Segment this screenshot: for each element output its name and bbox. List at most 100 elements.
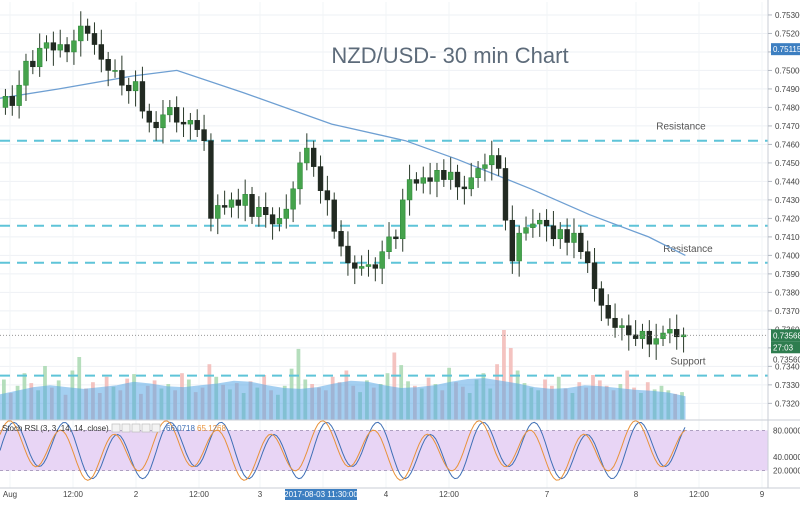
- candle-body: [235, 199, 242, 206]
- candle-body: [667, 329, 673, 334]
- candle-body: [338, 231, 344, 247]
- candle-body: [680, 334, 687, 338]
- indicator-control-icon[interactable]: [111, 423, 121, 433]
- x-tick-label: 9: [760, 490, 765, 499]
- rsi-tick-label: 40.0000: [773, 453, 800, 462]
- candle-body: [30, 60, 36, 68]
- x-tick-label: 7: [545, 490, 550, 499]
- x-tick-label: 12:00: [189, 490, 210, 499]
- price-tag-timer: 27:03: [773, 343, 794, 352]
- candle-body: [43, 42, 50, 49]
- candle-body: [571, 232, 577, 243]
- candle-body: [228, 199, 235, 208]
- candle-body: [441, 170, 447, 180]
- level-label: Support: [670, 357, 705, 368]
- candle-body: [447, 171, 454, 180]
- candle-body: [543, 219, 550, 227]
- indicator-control-icon[interactable]: [141, 423, 151, 433]
- volume-bar: [502, 330, 506, 420]
- candle-body: [98, 44, 105, 60]
- candle-body: [9, 96, 15, 106]
- candle-body: [180, 121, 187, 125]
- x-cursor-label: 2017-08-03 11:30:00: [284, 490, 358, 499]
- rsi-band: [0, 430, 768, 471]
- x-tick-label: Aug: [3, 490, 17, 499]
- candle-body: [269, 214, 276, 225]
- candle-body: [23, 60, 29, 86]
- candle-body: [530, 223, 536, 228]
- candle-body: [71, 40, 77, 53]
- candle-body: [516, 232, 522, 262]
- candle-body: [406, 179, 413, 201]
- candle-body: [146, 110, 152, 123]
- candle-body: [91, 33, 98, 45]
- candle-body: [523, 227, 529, 234]
- candle-body: [400, 199, 406, 240]
- stoch-d-line: [0, 420, 686, 481]
- volume-bar: [296, 348, 301, 420]
- rsi-tick-label: 80.0000: [773, 426, 800, 435]
- x-tick-label: 4: [384, 490, 389, 499]
- rsi-tick-label: 20.0000: [773, 467, 800, 476]
- candle-body: [126, 84, 132, 92]
- candle-body: [605, 305, 611, 319]
- candle-body: [324, 190, 331, 201]
- level-label: Resistance: [663, 244, 713, 255]
- candle-body: [78, 25, 84, 42]
- indicator-control-icon[interactable]: [151, 423, 161, 433]
- x-tick-label: 8: [634, 490, 639, 499]
- stoch-k-value: 66.0718: [166, 424, 195, 433]
- candle-body: [557, 229, 563, 240]
- candle-body: [372, 264, 379, 269]
- candle-body: [208, 140, 214, 219]
- indicator-control-icon[interactable]: [131, 423, 141, 433]
- candle-body: [653, 338, 659, 345]
- indicator-control-icon[interactable]: [121, 423, 131, 433]
- candle-body: [674, 329, 680, 338]
- candle-body: [619, 325, 625, 328]
- candle-body: [420, 177, 426, 184]
- candle-body: [475, 168, 481, 179]
- candle-body: [454, 171, 461, 188]
- candle-body: [345, 245, 351, 264]
- x-tick-label: 12:00: [63, 490, 84, 499]
- x-cursor-label-bg: [285, 489, 357, 500]
- candle-body: [215, 205, 221, 219]
- candle-body: [591, 262, 598, 289]
- candle-body: [139, 81, 146, 112]
- candle-body: [489, 155, 495, 166]
- candle-body: [352, 262, 358, 269]
- candle-body: [105, 59, 111, 71]
- x-tick-label: 12:00: [439, 490, 460, 499]
- chart-title: NZD/USD- 30 min Chart: [331, 43, 568, 68]
- volume-bar: [392, 352, 397, 420]
- stoch-k-line: [0, 421, 686, 480]
- candle-body: [112, 70, 118, 72]
- candle-body: [379, 251, 385, 269]
- candle-body: [626, 325, 632, 336]
- candle-body: [310, 147, 317, 167]
- candle-body: [386, 236, 392, 252]
- candle-body: [365, 264, 372, 267]
- candle-body: [290, 188, 296, 210]
- candle-body: [502, 168, 509, 221]
- price-tag-timer-bg: [771, 341, 800, 354]
- candle-body: [119, 70, 125, 86]
- candle-body: [584, 251, 591, 264]
- candle-body: [612, 317, 618, 328]
